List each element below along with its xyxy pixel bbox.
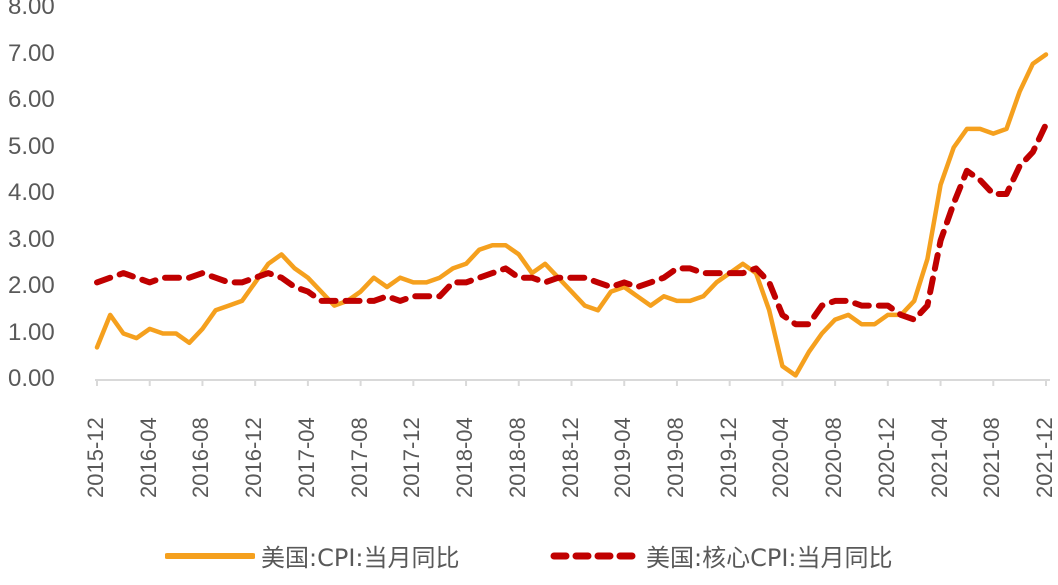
x-tick-label: 2019-08 — [662, 417, 688, 498]
y-tick-label: 2.00 — [8, 272, 55, 299]
x-tick-label: 2020-12 — [873, 417, 899, 498]
y-tick-label: 3.00 — [8, 225, 55, 253]
cpi-series-line — [94, 52, 1049, 378]
x-tick-label: 2018-12 — [557, 417, 583, 498]
x-tick-label: 2020-04 — [768, 417, 794, 498]
x-tick-label: 2019-04 — [610, 417, 636, 498]
y-tick-label: 4.00 — [8, 179, 55, 206]
legend: 美国:CPI:当月同比 美国:核心CPI:当月同比 — [0, 538, 1058, 578]
x-tick-label: 2016-08 — [188, 417, 214, 498]
x-tick-label: 2016-12 — [241, 417, 267, 498]
legend-label-core-cpi: 美国:核心CPI:当月同比 — [646, 544, 893, 572]
y-tick-label: 8.00 — [8, 0, 55, 20]
x-tick-label: 2017-12 — [399, 417, 425, 498]
x-tick-label: 2017-08 — [346, 417, 372, 498]
y-tick-label: 7.00 — [8, 39, 55, 67]
x-tick-label: 2020-08 — [821, 417, 847, 498]
x-tick-label: 2017-04 — [293, 417, 319, 498]
solid-line-swatch-icon — [165, 552, 255, 559]
x-tick-label: 2019-12 — [715, 417, 741, 498]
y-tick-label: 0.00 — [8, 365, 55, 392]
x-tick-label: 2021-04 — [926, 417, 952, 498]
x-tick-label: 2021-08 — [979, 417, 1005, 498]
dashed-line-swatch-icon — [550, 552, 640, 559]
legend-label-cpi: 美国:CPI:当月同比 — [261, 544, 460, 572]
core-cpi-series-line — [94, 121, 1049, 328]
y-tick-label: 6.00 — [8, 86, 55, 113]
x-tick-label: 2018-04 — [452, 417, 478, 498]
x-tick-label: 2016-04 — [135, 417, 161, 498]
x-tick-label: 2021-12 — [1032, 417, 1057, 498]
y-tick-label: 1.00 — [8, 318, 55, 346]
legend-item-core-cpi[interactable]: 美国:核心CPI:当月同比 — [550, 538, 892, 573]
y-tick-label: 5.00 — [8, 132, 55, 160]
x-tick-label: 2015-12 — [83, 417, 108, 498]
x-tick-label: 2018-08 — [504, 417, 530, 498]
legend-item-cpi[interactable]: 美国:CPI:当月同比 — [165, 538, 459, 573]
